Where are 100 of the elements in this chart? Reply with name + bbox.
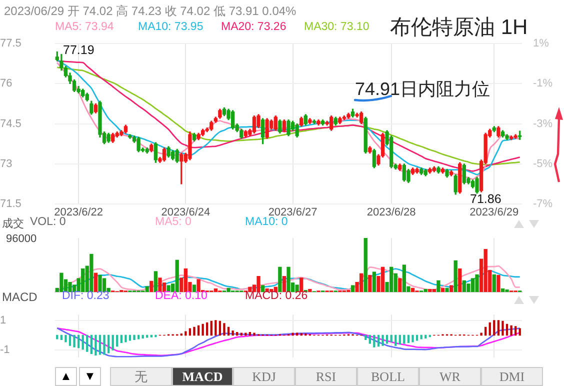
y2-tick-label: -3% [533, 118, 553, 130]
y2-tick-label: -5% [533, 158, 553, 170]
bar [300, 278, 304, 292]
text: MA30: 73.10 [304, 21, 370, 33]
bar [94, 334, 97, 356]
bar [145, 286, 149, 292]
y-tick-label: 77.5 [0, 38, 22, 50]
bar [295, 284, 299, 292]
bar [68, 282, 72, 292]
text: MACD [172, 367, 233, 386]
bar [372, 272, 376, 292]
bar [124, 334, 127, 342]
bar [86, 334, 88, 352]
text: BOLL [357, 367, 419, 386]
bar [154, 334, 157, 338]
bar [300, 333, 302, 336]
annotation: 74.91日内阻力位 [355, 78, 490, 101]
chart-title: MACD [2, 290, 38, 304]
bar [116, 334, 118, 347]
bar [206, 322, 208, 336]
chart-title: 布伦特原油 1H [390, 15, 528, 41]
bar [256, 276, 260, 292]
bar [407, 334, 410, 343]
bar [436, 280, 440, 292]
y-tick-label: 71.5 [0, 198, 22, 210]
annotation: 77.19 [63, 43, 94, 57]
bar [146, 334, 148, 338]
bar [410, 288, 415, 292]
bar [128, 334, 132, 341]
bar [394, 334, 397, 346]
text: ▼ [79, 367, 101, 386]
bar [432, 288, 436, 292]
text: 96000 [6, 233, 37, 245]
bar [82, 334, 84, 350]
bar [488, 322, 491, 336]
bar [248, 286, 252, 292]
bar [94, 272, 98, 292]
bar [253, 332, 256, 336]
bar [377, 334, 380, 347]
bar [90, 254, 94, 292]
bar [240, 332, 242, 336]
bar [244, 332, 247, 336]
bar [197, 325, 200, 336]
x-tick-label: 2023/6/29 [470, 206, 519, 219]
bar [193, 326, 196, 336]
bar [192, 284, 196, 292]
bar [428, 288, 432, 292]
bar [278, 266, 282, 292]
bar [420, 334, 422, 340]
bar [232, 330, 234, 336]
bar [120, 334, 122, 343]
bar [496, 274, 500, 292]
bar [449, 285, 454, 292]
bar [107, 334, 110, 354]
bar [445, 288, 449, 292]
text: MACD: 0.26 [245, 290, 308, 302]
bar [150, 280, 154, 292]
bar [68, 334, 72, 346]
annotation: 71.86 [470, 192, 502, 206]
bar [98, 274, 102, 292]
text: MA20: 73.26 [221, 21, 286, 33]
bar [412, 334, 414, 342]
y2-tick-label: 1% [533, 38, 550, 50]
chart-subtitle: 2023/06/29 开 74.02 高 74.23 收 74.02 低 73.91 0.04% [4, 3, 296, 20]
bar [248, 332, 252, 336]
bar [158, 278, 162, 292]
bar [424, 334, 427, 339]
bar [154, 271, 158, 292]
text: DIF: 0.23 [62, 290, 110, 302]
bar [210, 320, 212, 336]
bar [480, 332, 482, 336]
bar [184, 268, 188, 292]
bar [98, 334, 102, 355]
y-tick-label: 76 [0, 78, 12, 90]
bar [202, 324, 204, 336]
bar [364, 238, 368, 292]
y2-tick-label: -7% [533, 198, 553, 210]
bar [175, 260, 179, 292]
bar [286, 266, 290, 292]
bar [402, 264, 406, 292]
bar [492, 274, 496, 292]
bar [368, 274, 372, 292]
bar [350, 285, 355, 292]
text: DMI [481, 367, 543, 386]
bar [454, 260, 458, 292]
x-tick-label: 2023/6/28 [366, 206, 416, 219]
bar [77, 334, 80, 348]
y-tick-label: 1 [0, 314, 6, 327]
bar [292, 332, 294, 336]
bar [500, 288, 505, 292]
bar [475, 274, 479, 292]
bar [60, 334, 63, 340]
bar [166, 285, 170, 292]
bar [56, 334, 58, 340]
bar [282, 276, 286, 292]
bar [403, 334, 406, 344]
bar [308, 288, 312, 292]
bar [133, 334, 136, 340]
bar [390, 334, 392, 342]
bar [226, 288, 230, 292]
